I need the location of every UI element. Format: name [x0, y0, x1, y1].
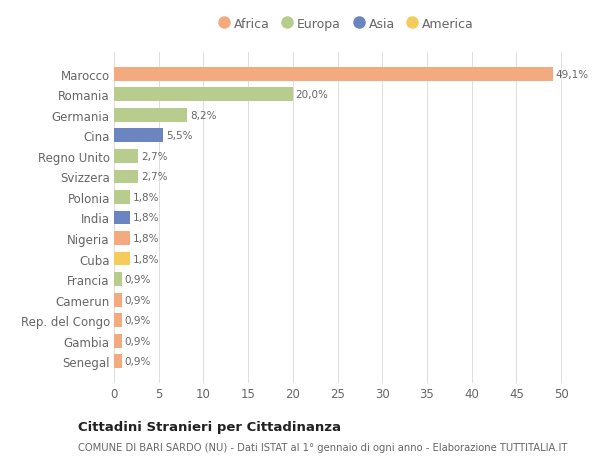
Text: 1,8%: 1,8%	[133, 213, 159, 223]
Text: 0,9%: 0,9%	[125, 274, 151, 285]
Text: 0,9%: 0,9%	[125, 356, 151, 366]
Text: 20,0%: 20,0%	[296, 90, 328, 100]
Text: 8,2%: 8,2%	[190, 111, 217, 121]
Text: 0,9%: 0,9%	[125, 336, 151, 346]
Text: 0,9%: 0,9%	[125, 315, 151, 325]
Bar	[114, 129, 163, 143]
Bar	[114, 252, 130, 266]
Bar	[114, 211, 130, 225]
Bar	[114, 170, 138, 184]
Text: 1,8%: 1,8%	[133, 254, 159, 264]
Text: COMUNE DI BARI SARDO (NU) - Dati ISTAT al 1° gennaio di ogni anno - Elaborazione: COMUNE DI BARI SARDO (NU) - Dati ISTAT a…	[78, 442, 568, 452]
Text: Cittadini Stranieri per Cittadinanza: Cittadini Stranieri per Cittadinanza	[78, 420, 341, 433]
Bar	[114, 334, 122, 348]
Bar	[114, 109, 187, 123]
Bar	[114, 273, 122, 286]
Bar	[114, 150, 138, 163]
Text: 5,5%: 5,5%	[166, 131, 193, 141]
Text: 49,1%: 49,1%	[556, 70, 589, 80]
Bar	[114, 68, 553, 82]
Text: 2,7%: 2,7%	[141, 172, 167, 182]
Text: 0,9%: 0,9%	[125, 295, 151, 305]
Bar	[114, 354, 122, 368]
Bar	[114, 88, 293, 102]
Bar	[114, 313, 122, 327]
Text: 1,8%: 1,8%	[133, 234, 159, 243]
Bar	[114, 190, 130, 205]
Bar	[114, 231, 130, 246]
Text: 1,8%: 1,8%	[133, 193, 159, 202]
Legend: Africa, Europa, Asia, America: Africa, Europa, Asia, America	[214, 13, 479, 36]
Text: 2,7%: 2,7%	[141, 151, 167, 162]
Bar	[114, 293, 122, 307]
